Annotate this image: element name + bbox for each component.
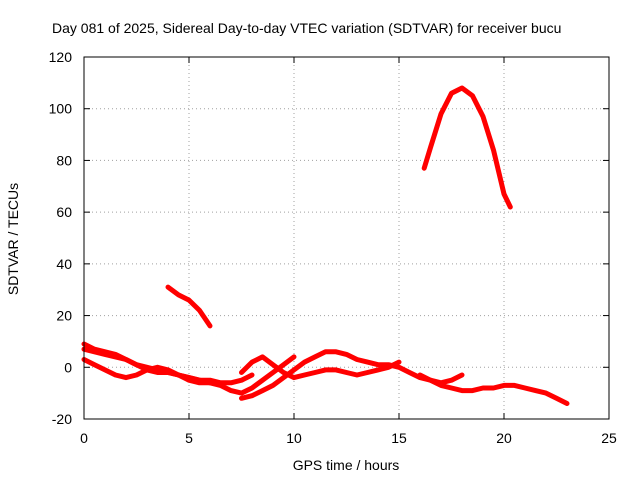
series-line-pass-1: [81, 341, 255, 386]
y-tick-label: 80: [56, 152, 72, 168]
y-tick-label: -20: [52, 411, 72, 427]
y-axis-label: SDTVAR / TECUs: [5, 183, 21, 295]
plot-frame: [83, 56, 610, 420]
y-tick-label: 100: [49, 101, 73, 117]
series-line-pass-5: [239, 354, 402, 381]
x-axis-label: GPS time / hours: [293, 457, 400, 473]
series-group: [81, 85, 570, 406]
y-tick-label: 120: [49, 49, 73, 65]
x-tick-label: 25: [601, 430, 617, 446]
axis-ticks: 0 5 10 15 20 25 -20 0 20 40 60 80 100 120: [49, 49, 617, 446]
chart-title: Day 081 of 2025, Sidereal Day-to-day VTE…: [52, 20, 561, 36]
grid: [84, 57, 609, 419]
y-tick-label: 20: [56, 308, 72, 324]
y-tick-label: 40: [56, 256, 72, 272]
x-tick-label: 15: [391, 430, 407, 446]
series-line-pass-7: [417, 372, 570, 406]
series-line-pass-4: [165, 284, 213, 329]
x-tick-label: 10: [286, 430, 302, 446]
y-tick-label: 60: [56, 204, 72, 220]
series-line-pass-3: [81, 346, 297, 396]
series-line-pass-8: [421, 85, 513, 210]
x-tick-label: 20: [496, 430, 512, 446]
y-tick-label: 0: [64, 359, 72, 375]
x-tick-label: 0: [80, 430, 88, 446]
x-tick-label: 5: [185, 430, 193, 446]
